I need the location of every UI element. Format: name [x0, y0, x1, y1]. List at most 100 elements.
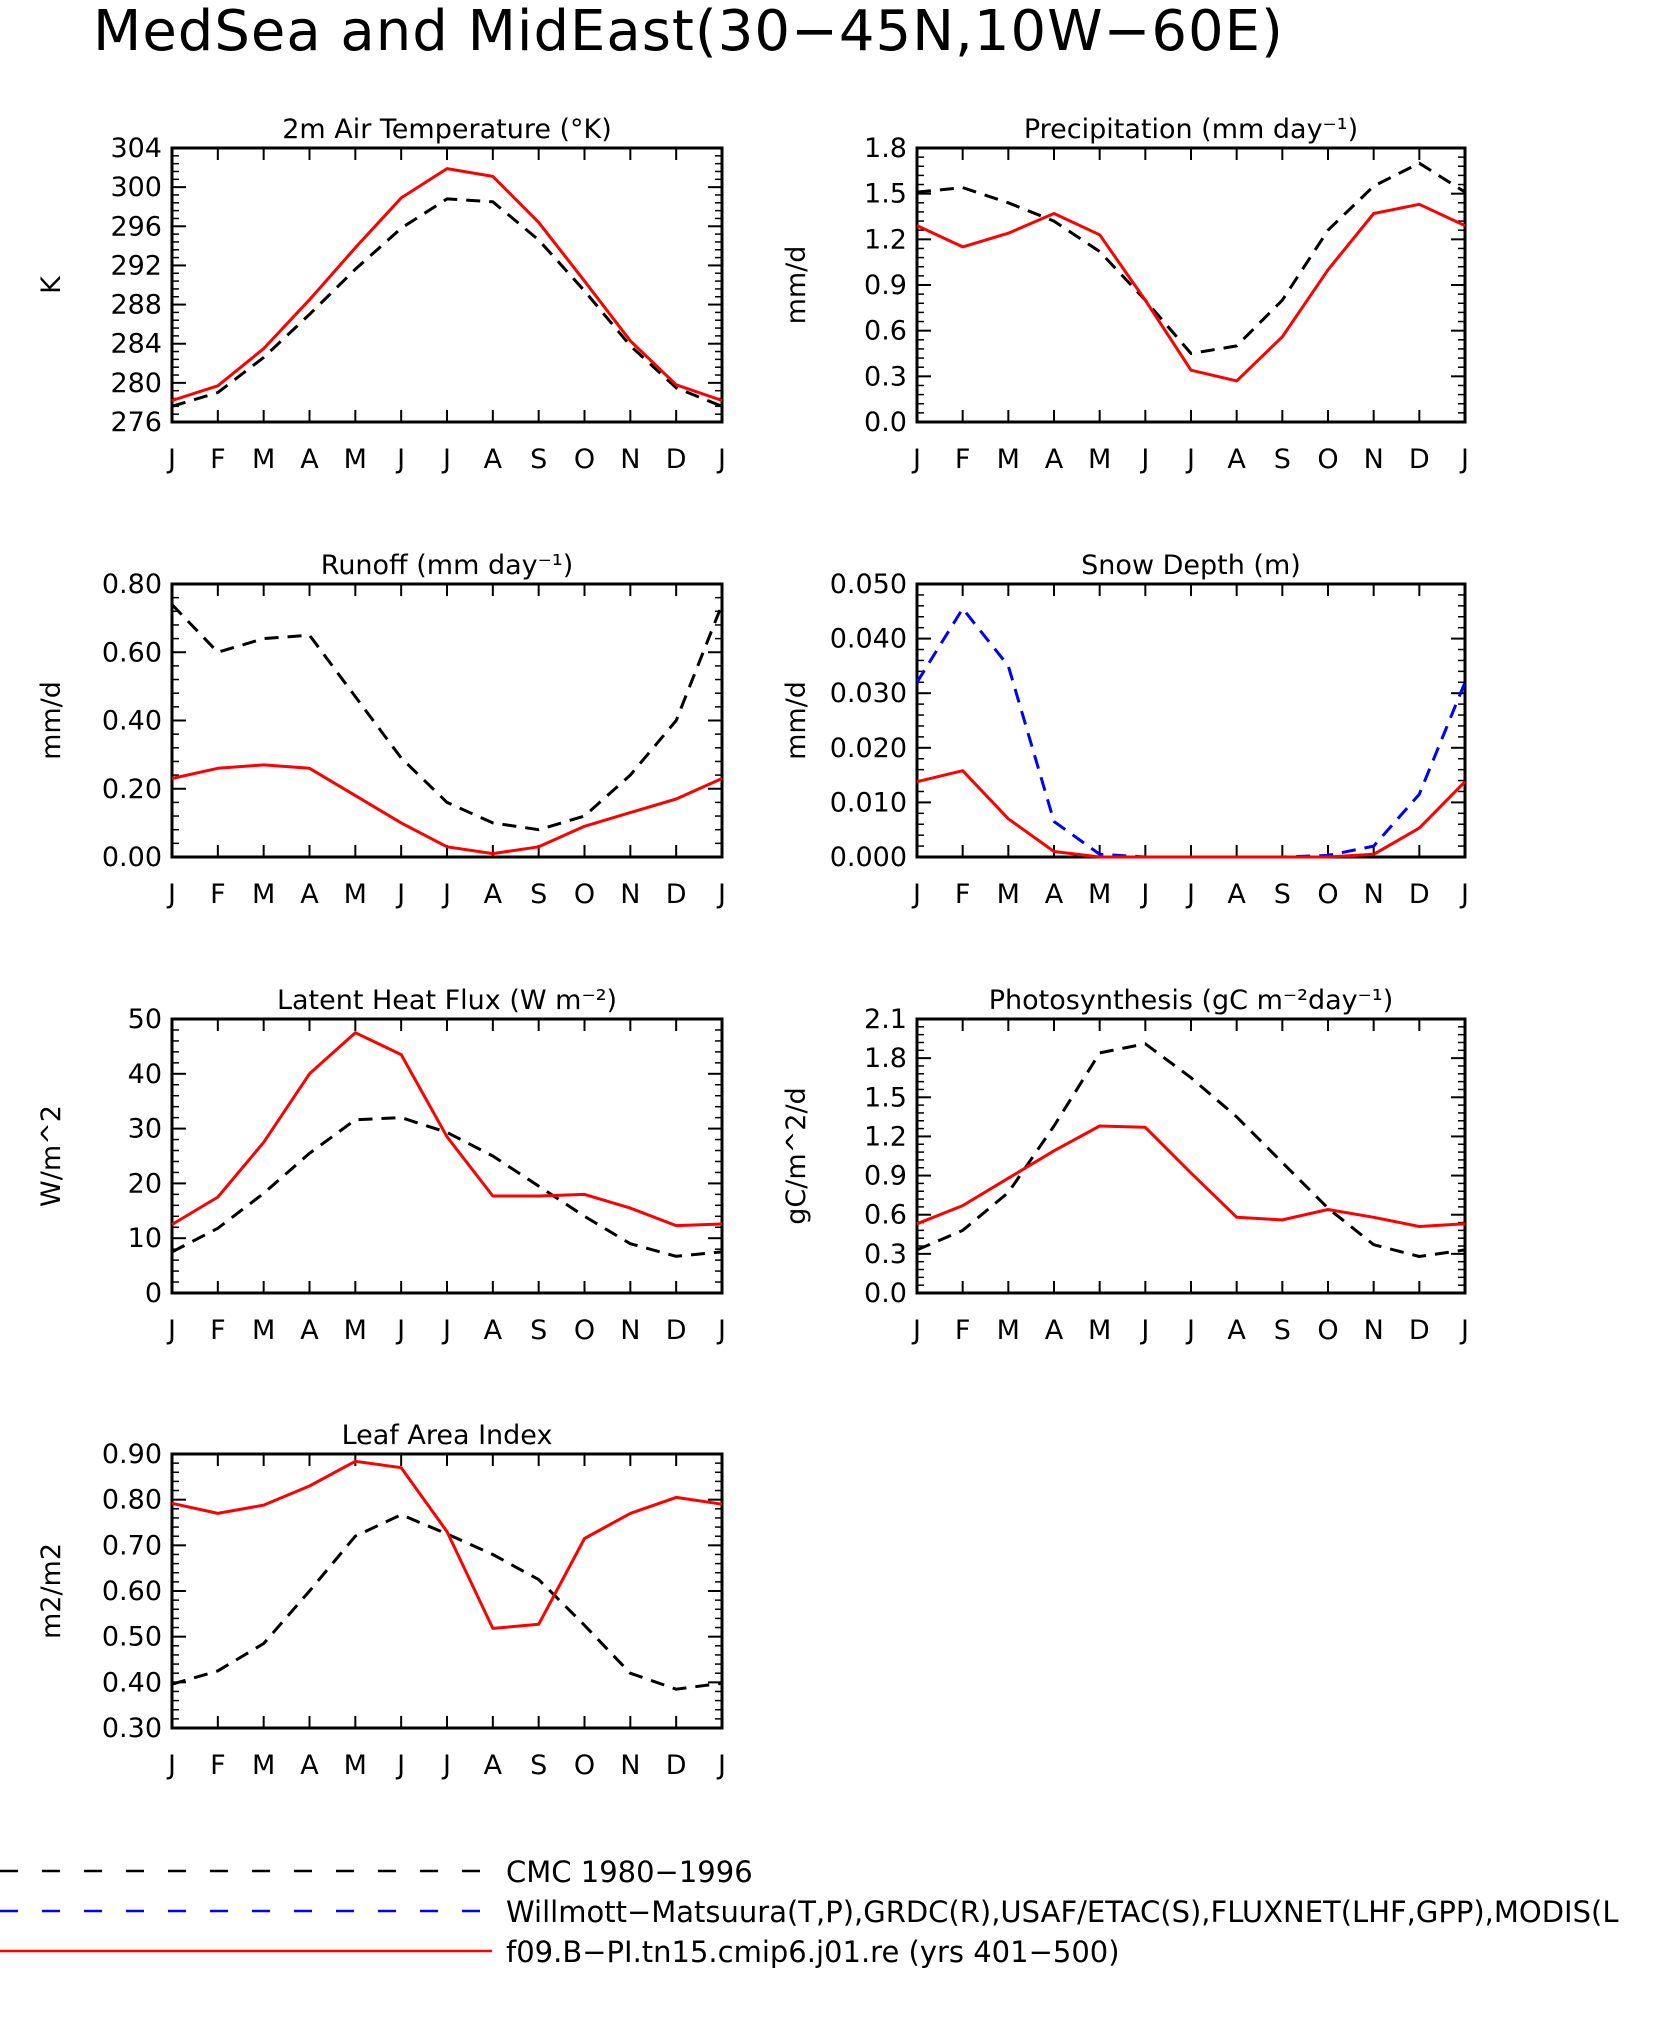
panel-title: Snow Depth (m) — [1081, 550, 1301, 581]
x-tick-label: A — [1227, 879, 1246, 910]
series-line-black-dashed — [916, 161, 1466, 355]
y-tick-label: 0.040 — [830, 624, 907, 655]
series-line-black-dashed — [916, 1042, 1466, 1258]
x-tick-label: A — [484, 444, 503, 475]
x-tick-label: J — [395, 1315, 405, 1346]
x-tick-label: A — [300, 1315, 319, 1346]
x-tick-label: J — [716, 1750, 726, 1781]
y-tick-label: 40 — [128, 1059, 162, 1090]
y-tick-label: 0.000 — [830, 842, 907, 873]
y-tick-label: 0.020 — [830, 733, 907, 764]
y-tick-label: 0.050 — [830, 569, 907, 600]
x-tick-label: D — [1409, 1315, 1430, 1346]
y-tick-label: 284 — [110, 329, 162, 360]
y-tick-label: 0.030 — [830, 678, 907, 709]
x-tick-label: J — [911, 1315, 921, 1346]
series-line-black-dashed — [171, 1513, 723, 1691]
x-tick-label: J — [1139, 444, 1149, 475]
x-tick-label: D — [666, 1315, 687, 1346]
x-tick-label: A — [300, 444, 319, 475]
x-tick-label: S — [530, 1315, 547, 1346]
y-tick-label: 0.70 — [102, 1530, 162, 1561]
y-tick-label: 0.00 — [102, 842, 162, 873]
y-tick-label: 276 — [110, 407, 162, 438]
y-axis-label: mm/d — [36, 681, 67, 760]
x-tick-label: S — [530, 444, 547, 475]
x-tick-label: J — [441, 444, 451, 475]
x-tick-label: O — [574, 879, 595, 910]
x-tick-label: M — [344, 444, 367, 475]
series-line-red-solid — [916, 769, 1467, 859]
x-tick-label: O — [574, 444, 595, 475]
x-tick-label: J — [716, 879, 726, 910]
y-tick-label: 30 — [128, 1114, 162, 1145]
x-tick-label: S — [530, 1750, 547, 1781]
legend-item: Willmott−Matsuura(T,P),GRDC(R),USAF/ETAC… — [0, 1895, 1619, 1929]
legend-item: CMC 1980−1996 — [0, 1855, 753, 1889]
x-tick-label: D — [666, 879, 687, 910]
x-tick-label: J — [166, 1315, 176, 1346]
x-tick-label: M — [1088, 444, 1111, 475]
series-line-red-solid — [916, 202, 1466, 383]
y-tick-label: 0.30 — [102, 1713, 162, 1744]
plot-frame — [170, 1017, 724, 1295]
x-tick-label: J — [1459, 444, 1469, 475]
figure-title: MedSea and MidEast(30−45N,10W−60E) — [93, 0, 1284, 64]
x-tick-label: A — [300, 1750, 319, 1781]
x-tick-label: M — [344, 1315, 367, 1346]
y-tick-label: 0.20 — [102, 774, 162, 805]
y-tick-label: 0.80 — [102, 569, 162, 600]
y-tick-label: 0.50 — [102, 1622, 162, 1653]
y-axis-label: W/m^2 — [36, 1105, 67, 1207]
x-tick-label: A — [484, 879, 503, 910]
x-tick-label: J — [166, 444, 176, 475]
x-tick-label: A — [484, 1315, 503, 1346]
x-tick-label: A — [1045, 444, 1064, 475]
x-tick-label: O — [1317, 879, 1338, 910]
y-tick-label: 0.6 — [864, 1200, 907, 1231]
legend-label: f09.B−PI.tn15.cmip6.j01.re (yrs 401−500) — [506, 1935, 1120, 1969]
series-line-red-solid — [171, 763, 723, 856]
y-tick-label: 304 — [110, 133, 162, 164]
x-tick-label: S — [1274, 879, 1291, 910]
x-tick-label: M — [252, 444, 275, 475]
plot-frame — [915, 582, 1467, 859]
x-tick-label: D — [666, 1750, 687, 1781]
y-tick-label: 0.90 — [102, 1439, 162, 1470]
series-line-red-solid — [171, 1031, 723, 1228]
series-line-red-solid — [171, 167, 723, 402]
panel-title: Precipitation (mm day⁻¹) — [1024, 114, 1358, 145]
panel-title: Leaf Area Index — [342, 1420, 553, 1451]
chart-panel-6: Photosynthesis (gC m⁻²day⁻¹) 0.0 0.3 0.6 0.9… — [781, 985, 1469, 1346]
y-tick-label: 0.80 — [102, 1485, 162, 1516]
plot-frame — [170, 582, 724, 859]
x-tick-label: M — [1088, 879, 1111, 910]
chart-panel-7: Leaf Area Index 0.30 0.40 0.50 0.60 0.70 0.80 0… — [36, 1420, 726, 1781]
panel-title: Photosynthesis (gC m⁻²day⁻¹) — [989, 985, 1393, 1016]
series-line-black-dashed — [171, 1116, 723, 1258]
x-tick-label: J — [1185, 444, 1195, 475]
x-tick-label: J — [441, 879, 451, 910]
x-tick-label: N — [1364, 1315, 1384, 1346]
x-tick-label: F — [955, 1315, 971, 1346]
panel-title: 2m Air Temperature (°K) — [282, 114, 612, 145]
x-tick-label: O — [574, 1750, 595, 1781]
x-tick-label: M — [252, 879, 275, 910]
x-tick-label: F — [955, 444, 971, 475]
series-line-red-solid — [171, 1459, 723, 1630]
series-line-black-dashed — [171, 197, 723, 408]
chart-panels: 2m Air Temperature (°K) 276 280 284 288 292 29… — [36, 114, 1469, 1781]
y-axis-label: m2/m2 — [36, 1543, 67, 1639]
plot-frame — [170, 1452, 724, 1730]
y-tick-label: 1.5 — [864, 179, 907, 210]
x-tick-label: J — [395, 1750, 405, 1781]
x-tick-label: M — [344, 1750, 367, 1781]
plot-frame — [915, 1017, 1467, 1295]
y-tick-label: 0.40 — [102, 1667, 162, 1698]
chart-panel-4: Snow Depth (m) 0.000 0.010 0.020 0.030 0.040 0… — [781, 550, 1469, 910]
series-line-blue-dashed — [915, 607, 1467, 859]
x-tick-label: N — [620, 1315, 640, 1346]
x-tick-label: N — [620, 444, 640, 475]
x-tick-label: A — [300, 879, 319, 910]
